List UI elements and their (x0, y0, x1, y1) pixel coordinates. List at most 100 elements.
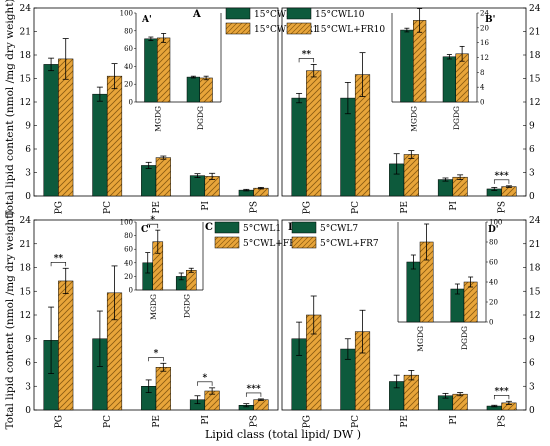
y-tick-label: 24 (20, 4, 32, 14)
inset-d: 0 20 40 60 80 100 MGDG DGDG D' (397, 219, 502, 352)
legend-label-s1: 15°CWL1 (254, 10, 298, 20)
bar-pc-s2 (106, 75, 123, 197)
inset-bar-mgdg-s2 (157, 37, 171, 103)
y-tick-label: 21 (20, 28, 31, 38)
y-tick-label: 15 (529, 287, 541, 297)
legend-swatch-s1 (286, 7, 312, 20)
inset-y-tick-label: 8 (480, 69, 484, 77)
panels: 0 3 6 9 12 15 18 21 24 PG PC PE PI PS A 15°CWL1 15°CWL+F… (20, 4, 541, 428)
significance-ps-bracket (493, 179, 510, 184)
category-label-pg: PG (54, 201, 64, 214)
legend-label-s1: 15°CWL10 (315, 10, 365, 20)
inset-y-tick-label: 24 (480, 10, 489, 18)
category-label-ps: PS (498, 415, 508, 427)
y-tick-label: 3 (25, 169, 31, 179)
legend-label-s1: 5°CWL1 (243, 224, 281, 234)
y-tick-label: 18 (20, 51, 32, 61)
category-label-pi: PI (449, 415, 459, 425)
bar-pe-s2 (403, 154, 419, 197)
y-tick-label: 21 (529, 28, 540, 38)
y-tick-label: 0 (25, 192, 31, 202)
inset-bar-dgdg-s2 (186, 270, 197, 291)
significance-ps-label: *** (495, 171, 509, 181)
y-tick-label: 0 (25, 406, 31, 416)
y-tick-label: 21 (529, 240, 540, 250)
inset-bar-dgdg-s2 (199, 77, 213, 103)
inset-y-tick-label: 20 (124, 273, 133, 281)
category-label-pi: PI (201, 201, 211, 211)
inset-y-tick-label: 0 (480, 99, 484, 107)
category-label-pe: PE (152, 201, 162, 214)
inset-y-tick-label: 16 (480, 39, 489, 47)
y-tick-label: 0 (529, 192, 535, 202)
bar-pe-s2 (155, 367, 171, 411)
bar-pg-s2 (58, 280, 74, 411)
significance-pi-label: * (202, 373, 207, 383)
y-tick-label: 24 (529, 216, 541, 226)
inset-category-label-dgdg: DGDG (452, 106, 461, 130)
category-label-pg: PG (302, 415, 312, 428)
y-tick-label: 6 (529, 145, 535, 155)
category-label-pe: PE (400, 415, 410, 428)
category-label-pc: PC (351, 415, 361, 428)
category-label-pc: PC (103, 201, 113, 214)
inset-y-tick-label: 4 (480, 84, 485, 92)
bar-pg-s1 (43, 64, 59, 197)
legend-label-s2: 5°CWL+FR1 (243, 239, 302, 249)
panel-letter: C (205, 222, 213, 233)
category-label-pi: PI (201, 415, 211, 425)
legend-swatch-s2 (214, 236, 240, 249)
bar-pg-s1 (291, 97, 307, 197)
y-tick-label: 6 (25, 145, 31, 155)
inset-category-label-dgdg: DGDG (460, 326, 469, 350)
bar-ps-s2 (253, 399, 269, 411)
y-axis-label: Total lipid content (nmol /mg dry weight… (4, 0, 16, 218)
y-tick-label: 12 (529, 311, 540, 321)
inset-y-tick-label: 60 (124, 246, 133, 254)
bar-pi-s1 (437, 179, 454, 197)
category-label-pe: PE (400, 201, 410, 214)
inset-bar-dgdg-s2 (463, 281, 478, 323)
category-label-ps: PS (250, 415, 260, 427)
bar-pe-s1 (141, 165, 157, 197)
significance-ps-bracket (245, 392, 262, 397)
inset-bar-mgdg-s1 (406, 261, 421, 323)
inset-y-tick-label: 60 (124, 45, 133, 53)
bar-pe-s2 (155, 157, 171, 197)
y-tick-label: 6 (25, 359, 31, 369)
bar-pc-s1 (92, 93, 108, 197)
inset-y-tick-label: 40 (489, 279, 498, 287)
inset-category-label-mgdg: MGDG (409, 106, 418, 132)
inset-y-tick-label: 100 (489, 219, 502, 227)
bar-pg-s2 (306, 70, 322, 197)
legend: 5°CWL7 5°CWL+FR7 (291, 221, 379, 249)
category-label-ps: PS (498, 201, 508, 213)
inset-y-tick-label: 100 (120, 219, 133, 227)
inset-category-label-mgdg: MGDG (416, 326, 425, 352)
significance-pg-label: ** (54, 254, 64, 264)
y-tick-label: 12 (20, 311, 31, 321)
legend-swatch-s1 (214, 221, 240, 234)
significance-ps-bracket (493, 394, 510, 400)
category-label-pc: PC (351, 201, 361, 214)
legend-label-s2: 15°CWL+FR10 (315, 25, 385, 35)
inset-y-tick-label: 60 (489, 259, 498, 267)
category-label-pg: PG (54, 415, 64, 428)
significance-pi-bracket (197, 381, 213, 386)
y-tick-label: 24 (20, 216, 32, 226)
y-axis-label-lower: Total lipid content (nmol /mg dry weight… (4, 210, 16, 429)
legend-label-s2: 15°CWL+FR1 (254, 25, 318, 35)
panel-letter: A (192, 9, 201, 20)
y-tick-label: 18 (529, 51, 541, 61)
inset-y-tick-label: 40 (124, 259, 133, 267)
panel-d: 03691215182124PGPCPEPIPS***D5°CWL75°CWL+… (281, 216, 541, 428)
inset-y-tick-label: 80 (124, 27, 133, 35)
inset-y-tick-label: 20 (124, 81, 133, 89)
bar-pe-s2 (403, 374, 419, 411)
y-tick-label: 15 (20, 75, 32, 85)
legend-label-s1: 5°CWL7 (320, 224, 358, 234)
inset-letter: D' (488, 225, 499, 235)
